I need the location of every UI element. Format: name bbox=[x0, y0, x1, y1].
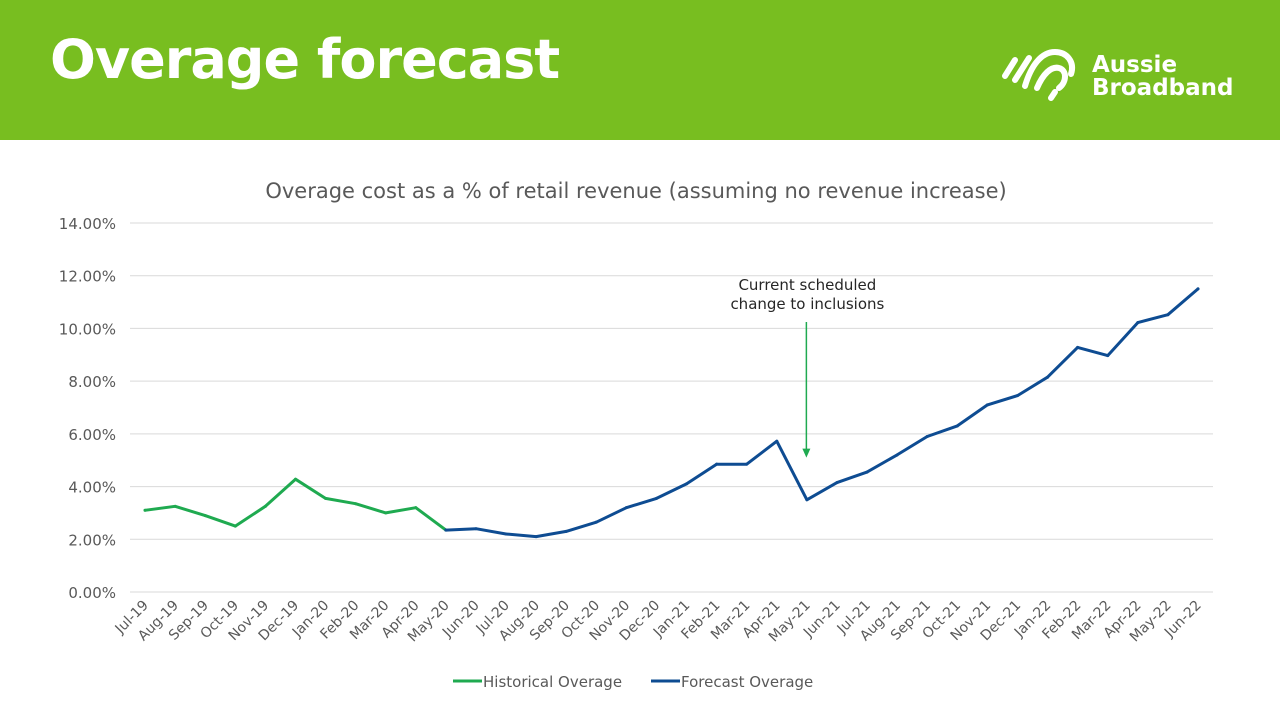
data-point bbox=[504, 532, 508, 536]
data-point bbox=[955, 424, 959, 428]
data-point bbox=[594, 520, 598, 524]
data-point bbox=[233, 524, 237, 528]
annotation-text-line: change to inclusions bbox=[730, 295, 884, 313]
data-point bbox=[1015, 394, 1019, 398]
gridlines bbox=[130, 222, 1213, 593]
annotation-text-line: Current scheduled bbox=[738, 276, 876, 294]
data-point bbox=[775, 439, 779, 443]
data-point bbox=[474, 527, 478, 531]
data-point bbox=[715, 462, 719, 466]
data-point bbox=[654, 496, 658, 500]
y-axis-ticks: 0.00% 2.00% 4.00% 6.00% 8.00% 10.00% 12.00% 14.… bbox=[59, 215, 116, 602]
data-point bbox=[143, 508, 147, 512]
legend-label: Forecast Overage bbox=[681, 673, 813, 691]
data-point bbox=[203, 514, 207, 518]
data-point bbox=[444, 528, 448, 532]
data-point bbox=[263, 504, 267, 508]
y-tick-label: 14.00% bbox=[59, 215, 116, 233]
data-point bbox=[1136, 321, 1140, 325]
data-point bbox=[1196, 287, 1200, 291]
data-point bbox=[1076, 345, 1080, 349]
brand-logo: Aussie Broadband bbox=[995, 40, 1245, 110]
data-point bbox=[354, 502, 358, 506]
page-title: Overage forecast bbox=[50, 28, 560, 91]
y-tick-label: 8.00% bbox=[68, 373, 116, 391]
brand-name: Aussie Broadband bbox=[1092, 54, 1233, 100]
data-point bbox=[624, 506, 628, 510]
data-point bbox=[1106, 354, 1110, 358]
data-point bbox=[534, 535, 538, 539]
data-point bbox=[895, 453, 899, 457]
chart-title: Overage cost as a % of retail revenue (a… bbox=[265, 179, 1006, 203]
data-series bbox=[143, 287, 1200, 539]
data-point bbox=[835, 481, 839, 485]
header-banner: Overage forecast Aussie Broadband bbox=[0, 0, 1280, 140]
data-point bbox=[865, 470, 869, 474]
chart-legend: Historical Overage Forecast Overage bbox=[453, 673, 813, 691]
data-point bbox=[564, 529, 568, 533]
data-point bbox=[745, 462, 749, 466]
data-point bbox=[1046, 375, 1050, 379]
data-point bbox=[685, 482, 689, 486]
overage-line-chart: Overage cost as a % of retail revenue (a… bbox=[59, 179, 1213, 691]
data-point bbox=[805, 498, 809, 502]
data-point bbox=[414, 506, 418, 510]
data-point bbox=[985, 403, 989, 407]
series-line-forecast bbox=[444, 287, 1200, 539]
y-tick-label: 12.00% bbox=[59, 268, 116, 286]
data-point bbox=[384, 511, 388, 515]
data-point bbox=[1166, 313, 1170, 317]
y-tick-label: 0.00% bbox=[68, 584, 116, 602]
x-axis-ticks: Jul-19Aug-19Sep-19Oct-19Nov-19Dec-19Jan-… bbox=[112, 598, 1205, 646]
data-point bbox=[324, 496, 328, 500]
brand-name-line2: Broadband bbox=[1092, 75, 1234, 101]
y-tick-label: 4.00% bbox=[68, 479, 116, 497]
data-point bbox=[293, 477, 297, 481]
legend-label: Historical Overage bbox=[483, 673, 622, 691]
wifi-waves-icon bbox=[1002, 48, 1075, 101]
y-tick-label: 2.00% bbox=[68, 531, 116, 549]
data-point bbox=[173, 504, 177, 508]
y-tick-label: 10.00% bbox=[59, 320, 116, 338]
data-point bbox=[925, 434, 929, 438]
brand-name-line1: Aussie bbox=[1092, 52, 1178, 78]
y-tick-label: 6.00% bbox=[68, 426, 116, 444]
annotation-arrow-head bbox=[802, 448, 811, 458]
